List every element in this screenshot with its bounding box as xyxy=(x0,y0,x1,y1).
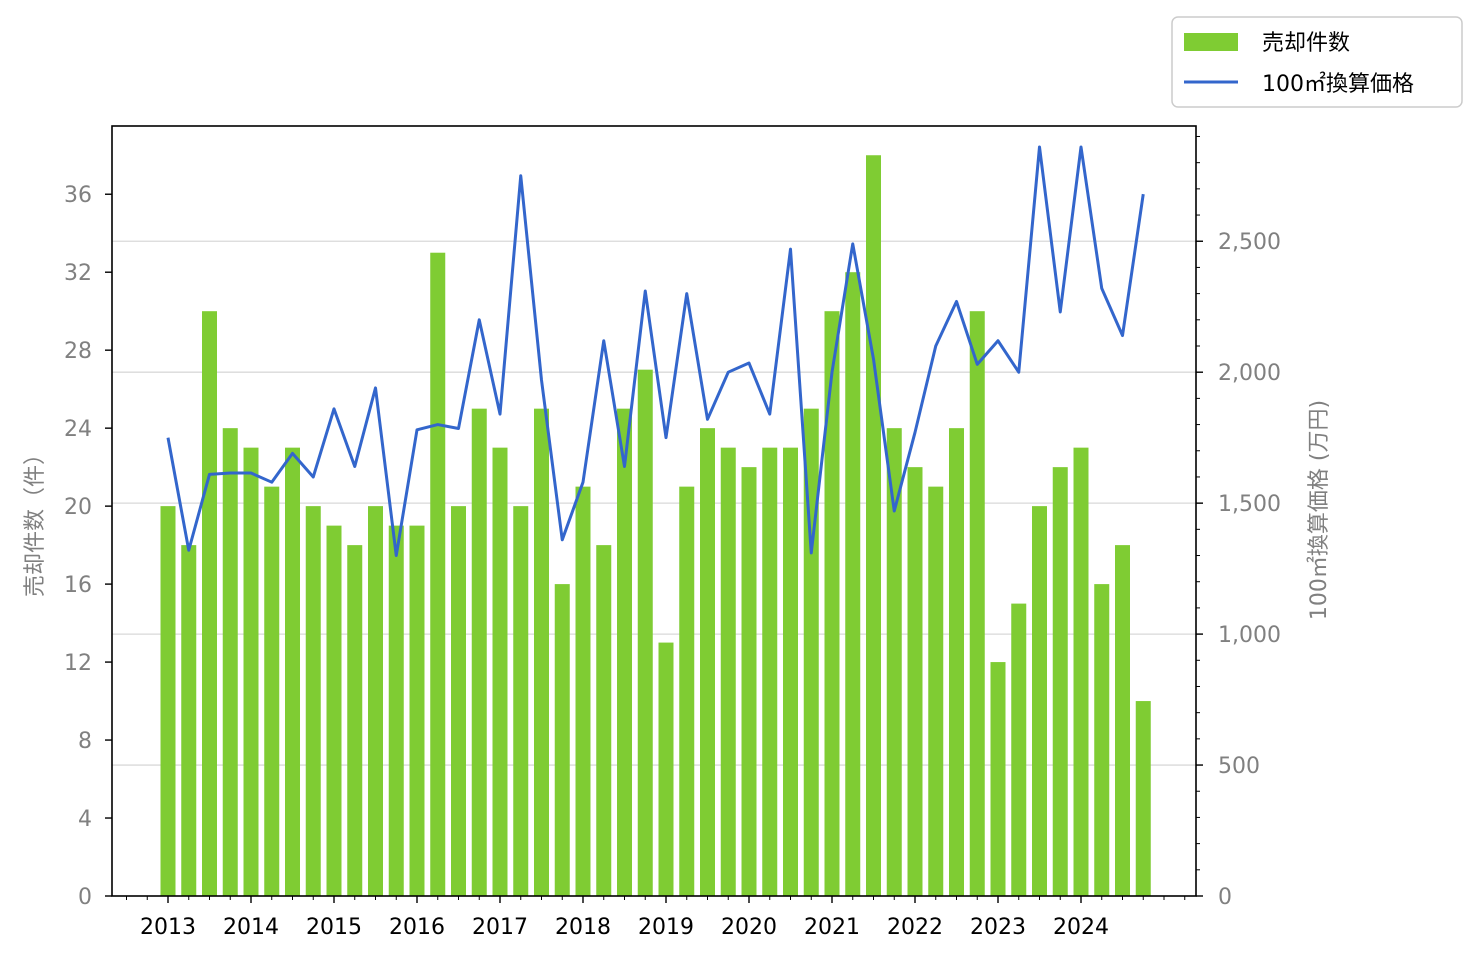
plot-frame xyxy=(111,125,1197,897)
left-tick-label-9: 36 xyxy=(64,183,92,208)
x-tick-label-1: 2014 xyxy=(223,915,279,940)
x-tick-label-4: 2017 xyxy=(472,915,528,940)
bar-16 xyxy=(492,447,508,896)
legend-line-label: 100㎡換算価格 xyxy=(1262,71,1414,97)
bar-28 xyxy=(741,467,757,896)
bar-44 xyxy=(1073,447,1089,896)
bar-4 xyxy=(243,447,259,896)
bar-34 xyxy=(866,155,881,897)
right-tick-label-1: 500 xyxy=(1218,754,1260,779)
left-axis: 0 4 8 12 16 20 24 28 32 36 xyxy=(64,183,112,910)
left-tick-label-7: 28 xyxy=(64,339,92,364)
legend-bar-swatch xyxy=(1184,33,1238,51)
bar-20 xyxy=(575,486,591,896)
bar-33 xyxy=(845,272,861,897)
left-tick-label-6: 24 xyxy=(64,417,92,442)
bar-43 xyxy=(1052,467,1068,896)
right-tick-label-0: 0 xyxy=(1218,885,1232,910)
left-tick-label-1: 4 xyxy=(78,807,92,832)
bar-0 xyxy=(160,506,176,896)
bar-41 xyxy=(1011,603,1027,896)
bar-26 xyxy=(700,428,715,896)
line-series xyxy=(166,145,1145,558)
bar-37 xyxy=(928,486,944,896)
bar-23 xyxy=(637,369,653,896)
legend: 売却件数 100㎡換算価格 xyxy=(1171,16,1463,108)
right-axis: 0 500 1,000 1,500 2,000 2,500 xyxy=(1196,135,1281,910)
x-tick-label-0: 2013 xyxy=(140,915,196,940)
bar-12 xyxy=(409,525,425,896)
bar-2 xyxy=(202,311,217,896)
bar-11 xyxy=(388,525,404,896)
bar-36 xyxy=(907,467,923,896)
bar-35 xyxy=(886,428,902,896)
right-tick-label-3: 1,500 xyxy=(1218,492,1281,517)
bar-29 xyxy=(762,447,778,896)
bar-15 xyxy=(471,408,487,896)
bar-27 xyxy=(720,447,736,896)
bar-13 xyxy=(430,252,446,896)
x-tick-label-3: 2016 xyxy=(389,915,445,940)
bar-18 xyxy=(534,408,549,896)
bar-3 xyxy=(222,428,238,896)
bar-24 xyxy=(658,642,674,896)
x-tick-label-10: 2023 xyxy=(970,915,1026,940)
bar-14 xyxy=(451,506,466,896)
bar-6 xyxy=(285,447,300,896)
bar-9 xyxy=(347,545,363,896)
bar-32 xyxy=(824,311,840,896)
price-line xyxy=(166,145,1145,558)
left-tick-label-2: 8 xyxy=(78,729,92,754)
x-tick-label-6: 2019 xyxy=(638,915,694,940)
bar-39 xyxy=(969,311,985,896)
right-tick-label-5: 2,500 xyxy=(1218,230,1281,255)
bar-40 xyxy=(990,662,1006,896)
x-tick-label-9: 2022 xyxy=(887,915,943,940)
bar-25 xyxy=(679,486,695,896)
legend-box xyxy=(1171,16,1463,108)
left-tick-label-5: 20 xyxy=(64,495,92,520)
bar-7 xyxy=(305,506,321,896)
bar-series xyxy=(160,155,1151,897)
x-tick-label-7: 2020 xyxy=(721,915,777,940)
bar-22 xyxy=(617,408,632,896)
bar-38 xyxy=(949,428,964,896)
x-axis: 2013 2014 2015 2016 2017 2018 2019 2020 2021 2022… xyxy=(126,896,1186,940)
bar-19 xyxy=(554,584,570,896)
x-tick-label-8: 2021 xyxy=(804,915,860,940)
bar-21 xyxy=(596,545,612,896)
bar-42 xyxy=(1032,506,1047,896)
bar-45 xyxy=(1094,584,1110,896)
right-tick-label-4: 2,000 xyxy=(1218,361,1281,386)
bar-46 xyxy=(1115,545,1130,896)
x-tick-label-2: 2015 xyxy=(306,915,362,940)
x-tick-label-5: 2018 xyxy=(555,915,611,940)
bar-10 xyxy=(368,506,383,896)
left-tick-label-3: 12 xyxy=(64,651,92,676)
left-tick-label-0: 0 xyxy=(78,885,92,910)
legend-bar-label: 売却件数 xyxy=(1262,31,1350,56)
bar-5 xyxy=(264,486,280,896)
left-tick-label-8: 32 xyxy=(64,261,92,286)
y-left-axis-label: 売却件数（件） xyxy=(23,443,48,597)
bar-30 xyxy=(783,447,798,896)
right-tick-label-2: 1,000 xyxy=(1218,623,1281,648)
bar-1 xyxy=(181,545,197,896)
x-tick-label-11: 2024 xyxy=(1053,915,1109,940)
bar-47 xyxy=(1135,701,1151,896)
left-tick-label-4: 16 xyxy=(64,573,92,598)
bar-17 xyxy=(513,506,529,896)
bar-8 xyxy=(326,525,342,896)
y-right-axis-label: 100㎡換算価格 (万円) xyxy=(1306,400,1332,620)
